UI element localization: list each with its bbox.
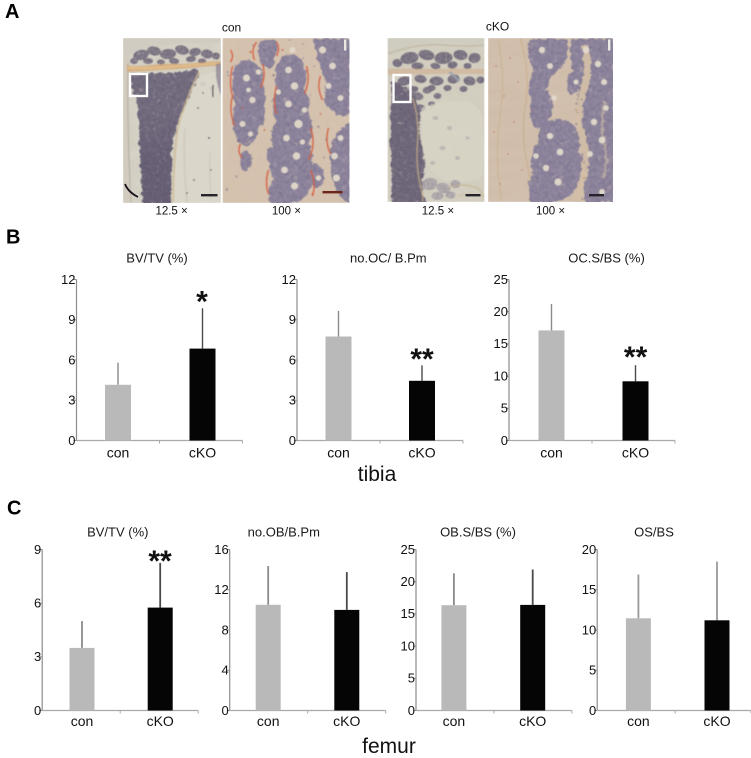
svg-text:100 ×: 100 ×: [536, 206, 565, 218]
svg-text:cKO: cKO: [703, 713, 730, 729]
svg-text:3: 3: [34, 649, 41, 664]
svg-text:15: 15: [582, 582, 596, 597]
svg-text:cKO: cKO: [519, 713, 546, 729]
svg-text:10: 10: [401, 638, 415, 653]
svg-text:4: 4: [221, 663, 228, 678]
svg-text:0: 0: [289, 433, 296, 448]
svg-text:0: 0: [408, 703, 415, 718]
svg-text:6: 6: [68, 352, 75, 367]
svg-text:tibia: tibia: [358, 463, 397, 486]
svg-text:25: 25: [401, 542, 415, 557]
svg-text:cKO: cKO: [333, 713, 360, 729]
svg-text:20: 20: [494, 304, 508, 319]
svg-text:*: *: [196, 286, 208, 319]
svg-text:12.5 ×: 12.5 ×: [155, 206, 187, 218]
svg-text:3: 3: [68, 393, 75, 408]
svg-text:100 ×: 100 ×: [272, 206, 301, 218]
svg-text:0: 0: [68, 433, 75, 448]
svg-text:20: 20: [582, 542, 596, 557]
svg-text:cKO: cKO: [147, 713, 174, 729]
svg-text:5: 5: [501, 401, 508, 416]
svg-text:0: 0: [221, 703, 228, 718]
svg-text:9: 9: [34, 542, 41, 557]
svg-text:B: B: [6, 227, 20, 249]
svg-text:**: **: [624, 341, 648, 374]
svg-text:15: 15: [401, 606, 415, 621]
svg-text:cKO: cKO: [189, 445, 216, 461]
svg-text:**: **: [410, 343, 434, 376]
svg-text:16: 16: [214, 542, 228, 557]
svg-text:0: 0: [34, 703, 41, 718]
svg-text:3: 3: [289, 393, 296, 408]
svg-text:12.5 ×: 12.5 ×: [422, 206, 454, 218]
svg-text:con: con: [222, 21, 241, 35]
svg-text:cKO: cKO: [622, 445, 649, 461]
svg-text:con: con: [107, 445, 130, 461]
svg-text:5: 5: [589, 663, 596, 678]
svg-text:con: con: [443, 713, 466, 729]
svg-text:con: con: [627, 713, 650, 729]
svg-text:10: 10: [582, 622, 596, 637]
svg-text:0: 0: [501, 433, 508, 448]
svg-text:**: **: [148, 545, 172, 578]
svg-text:OS/BS: OS/BS: [634, 525, 674, 540]
svg-text:con: con: [257, 713, 280, 729]
svg-text:0: 0: [589, 703, 596, 718]
svg-text:no.OB/B.Pm: no.OB/B.Pm: [248, 525, 320, 540]
svg-text:12: 12: [214, 582, 228, 597]
svg-text:con: con: [540, 445, 563, 461]
svg-text:12: 12: [282, 272, 296, 287]
svg-text:no.OC/ B.Pm: no.OC/ B.Pm: [350, 251, 427, 266]
svg-text:8: 8: [221, 622, 228, 637]
svg-text:9: 9: [289, 312, 296, 327]
svg-text:9: 9: [68, 312, 75, 327]
svg-text:12: 12: [61, 272, 75, 287]
svg-text:5: 5: [408, 671, 415, 686]
svg-text:BV/TV (%): BV/TV (%): [126, 251, 187, 266]
svg-text:6: 6: [289, 352, 296, 367]
svg-text:15: 15: [494, 336, 508, 351]
svg-text:cKO: cKO: [408, 445, 435, 461]
svg-text:femur: femur: [362, 735, 416, 758]
svg-text:6: 6: [34, 596, 41, 611]
svg-text:con: con: [327, 445, 350, 461]
svg-text:A: A: [5, 1, 19, 23]
svg-text:OC.S/BS (%): OC.S/BS (%): [568, 251, 645, 266]
svg-text:OB.S/BS (%): OB.S/BS (%): [440, 525, 516, 540]
svg-text:con: con: [71, 713, 94, 729]
svg-text:20: 20: [401, 574, 415, 589]
svg-text:C: C: [7, 498, 21, 520]
svg-text:BV/TV (%): BV/TV (%): [87, 525, 148, 540]
svg-text:25: 25: [494, 272, 508, 287]
svg-text:cKO: cKO: [486, 20, 509, 34]
svg-text:10: 10: [494, 368, 508, 383]
